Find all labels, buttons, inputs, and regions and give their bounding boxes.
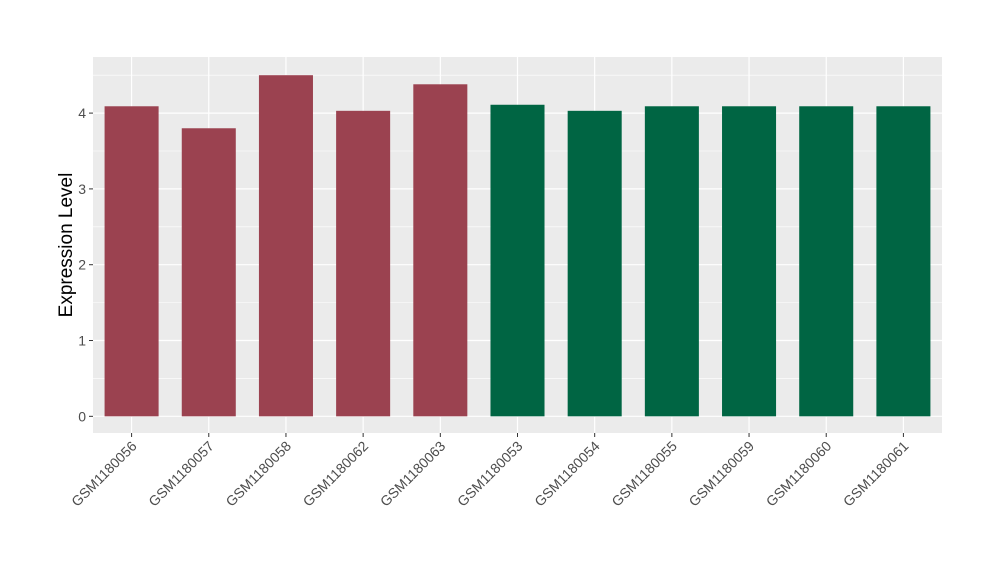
x-tick-label: GSM1180063	[377, 438, 449, 510]
bar-GSM1180055	[644, 106, 699, 417]
y-tick-label: 4	[78, 105, 86, 121]
bar-GSM1180059	[722, 106, 777, 417]
x-tick-label: GSM1180059	[685, 438, 757, 510]
bar-GSM1180056	[104, 106, 159, 417]
x-tick-label: GSM1180053	[454, 438, 526, 510]
y-axis-label: Expression Level	[56, 173, 77, 318]
x-tick-label: GSM1180057	[145, 438, 217, 510]
bar-GSM1180060	[799, 106, 854, 417]
x-tick-label: GSM1180060	[763, 438, 835, 510]
x-tick-label: GSM1180055	[608, 438, 680, 510]
x-tick-label: GSM1180061	[840, 438, 912, 510]
bar-GSM1180053	[490, 104, 545, 417]
x-tick-label: GSM1180058	[222, 438, 294, 510]
bar-GSM1180061	[876, 106, 931, 417]
x-tick-label: GSM1180054	[531, 438, 603, 510]
bar-GSM1180054	[567, 110, 622, 417]
x-tick-label: GSM1180056	[68, 438, 140, 510]
y-tick-label: 0	[78, 408, 86, 424]
bar-GSM1180062	[336, 110, 391, 417]
y-tick-label: 1	[78, 333, 86, 349]
y-tick-label: 2	[78, 257, 86, 273]
y-tick-label: 3	[78, 181, 86, 197]
x-tick-label: GSM1180062	[300, 438, 372, 510]
bar-GSM1180063	[413, 84, 468, 417]
bar-GSM1180058	[258, 75, 313, 417]
bar-GSM1180057	[181, 128, 236, 417]
